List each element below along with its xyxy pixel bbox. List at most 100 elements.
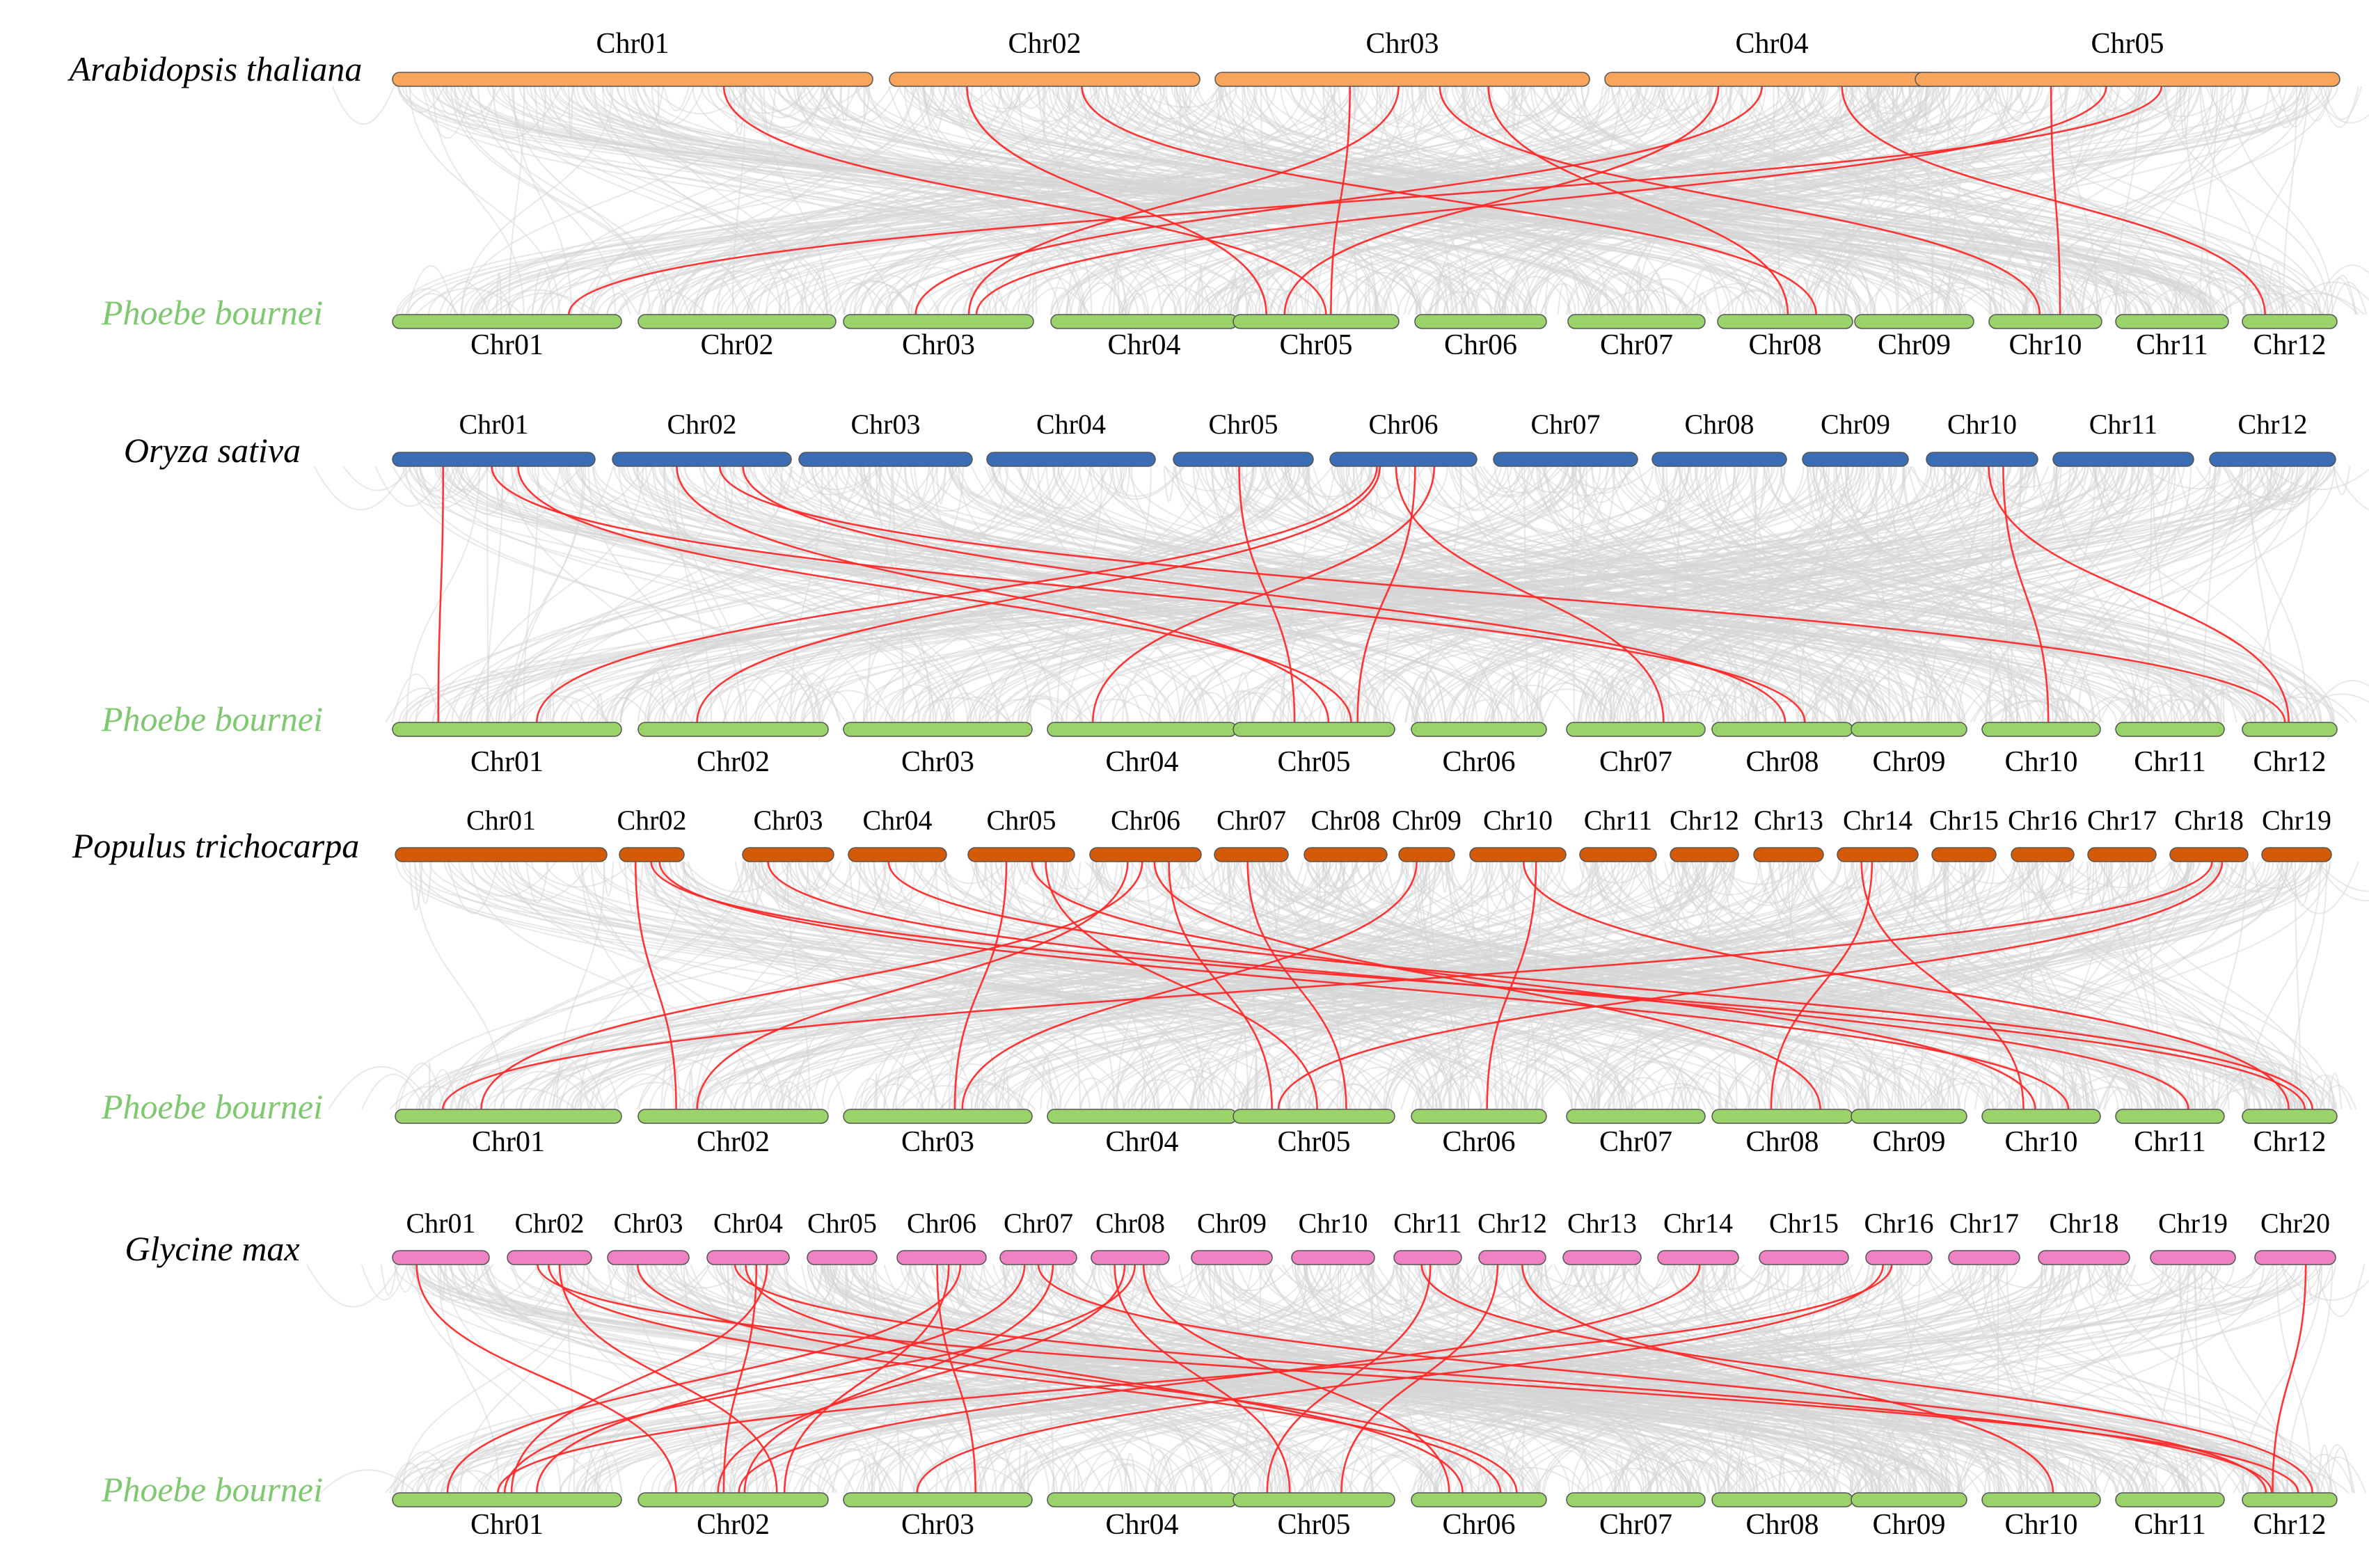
phoebe-chromosome-label: Chr04 bbox=[1106, 1509, 1179, 1541]
chromosome-bar-phoebe-bournei-chr01 bbox=[393, 1493, 621, 1507]
chromosome-bar-phoebe-bournei-chr09 bbox=[1855, 315, 1974, 328]
chromosome-bar-populus-trichocarpa-chr17 bbox=[2088, 848, 2156, 862]
chromosome-bar-glycine-max-chr09 bbox=[1191, 1251, 1272, 1265]
phoebe-chromosome-label: Chr10 bbox=[2005, 1126, 2078, 1158]
chromosome-bar-phoebe-bournei-chr06 bbox=[1415, 315, 1546, 328]
chromosome-bar-populus-trichocarpa-chr03 bbox=[743, 848, 834, 862]
species-label-glycine-max: Glycine max bbox=[125, 1229, 299, 1268]
chromosome-bar-phoebe-bournei-chr04 bbox=[1047, 1109, 1237, 1123]
chromosome-bar-populus-trichocarpa-chr12 bbox=[1670, 848, 1738, 862]
top-chromosome-label: Chr01 bbox=[596, 28, 670, 60]
phoebe-chromosome-label: Chr08 bbox=[1746, 1126, 1819, 1158]
background-links-panel-1 bbox=[333, 86, 2369, 315]
background-link bbox=[863, 1458, 872, 1493]
chromosome-bar-phoebe-bournei-chr02 bbox=[638, 315, 836, 328]
background-link bbox=[1209, 1265, 1276, 1301]
phoebe-chromosome-label: Chr02 bbox=[701, 329, 774, 361]
top-chromosome-label: Chr06 bbox=[907, 1207, 976, 1239]
phoebe-chromosome-label: Chr06 bbox=[1444, 329, 1517, 361]
species-label-oryza-sativa: Oryza sativa bbox=[124, 431, 301, 470]
chromosome-bar-oryza-sativa-chr11 bbox=[2053, 452, 2194, 466]
background-link bbox=[2210, 86, 2249, 126]
chromosome-bar-phoebe-bournei-chr04 bbox=[1047, 1493, 1237, 1507]
chromosome-bar-phoebe-bournei-chr07 bbox=[1567, 1493, 1705, 1507]
chromosome-bar-populus-trichocarpa-chr19 bbox=[2262, 848, 2331, 862]
phoebe-chromosome-label: Chr03 bbox=[902, 329, 975, 361]
phoebe-chromosome-label: Chr12 bbox=[2253, 746, 2327, 778]
chromosome-bar-populus-trichocarpa-chr14 bbox=[1837, 848, 1918, 862]
top-chromosome-label: Chr05 bbox=[1209, 409, 1278, 440]
background-link bbox=[2260, 1453, 2261, 1493]
phoebe-chromosome-label: Chr12 bbox=[2253, 1126, 2327, 1158]
top-chromosome-label: Chr17 bbox=[1949, 1207, 2019, 1239]
chromosome-bar-phoebe-bournei-chr07 bbox=[1568, 315, 1705, 328]
phoebe-chromosome-label: Chr02 bbox=[697, 746, 770, 778]
background-link bbox=[1043, 86, 1045, 138]
background-link bbox=[733, 1265, 734, 1303]
top-chromosome-label: Chr10 bbox=[1299, 1207, 1368, 1239]
species-label-phoebe-bournei: Phoebe bournei bbox=[101, 699, 323, 738]
top-chromosome-label: Chr12 bbox=[1670, 805, 1739, 836]
phoebe-chromosome-label: Chr05 bbox=[1278, 1509, 1351, 1541]
chromosome-bar-phoebe-bournei-chr05 bbox=[1233, 1493, 1395, 1507]
chromosome-bar-glycine-max-chr15 bbox=[1759, 1251, 1848, 1265]
phoebe-chromosome-label: Chr04 bbox=[1108, 329, 1181, 361]
chromosome-bar-phoebe-bournei-chr09 bbox=[1851, 1109, 1967, 1123]
top-chromosome-label: Chr12 bbox=[1477, 1207, 1547, 1239]
chromosome-bar-phoebe-bournei-chr11 bbox=[2116, 1109, 2224, 1123]
chromosome-bar-oryza-sativa-chr01 bbox=[393, 452, 595, 466]
background-links-panel-2 bbox=[314, 466, 2369, 722]
chromosome-bar-glycine-max-chr07 bbox=[1000, 1251, 1077, 1265]
background-link bbox=[381, 1265, 397, 1295]
phoebe-chromosome-label: Chr05 bbox=[1278, 1126, 1351, 1158]
top-chromosome-label: Chr08 bbox=[1685, 409, 1754, 440]
chromosome-bar-populus-trichocarpa-chr08 bbox=[1304, 848, 1387, 862]
chromosome-bar-oryza-sativa-chr09 bbox=[1802, 452, 1908, 466]
chromosome-bar-glycine-max-chr19 bbox=[2150, 1251, 2235, 1265]
chromosome-bar-populus-trichocarpa-chr16 bbox=[2011, 848, 2074, 862]
chromosome-bar-glycine-max-chr17 bbox=[1949, 1251, 2020, 1265]
phoebe-chromosome-label: Chr05 bbox=[1278, 746, 1351, 778]
species-label-phoebe-bournei: Phoebe bournei bbox=[101, 293, 323, 332]
chromosome-bar-glycine-max-chr05 bbox=[807, 1251, 877, 1265]
chromosome-bar-phoebe-bournei-chr02 bbox=[638, 1493, 828, 1507]
phoebe-chromosome-label: Chr09 bbox=[1873, 1126, 1946, 1158]
chromosome-bar-oryza-sativa-chr06 bbox=[1330, 452, 1477, 466]
phoebe-chromosome-label: Chr11 bbox=[2134, 746, 2205, 778]
chromosome-bar-populus-trichocarpa-chr09 bbox=[1399, 848, 1455, 862]
phoebe-chromosome-label: Chr08 bbox=[1746, 1509, 1819, 1541]
chromosome-bar-glycine-max-chr12 bbox=[1479, 1251, 1546, 1265]
chromosome-bar-glycine-max-chr06 bbox=[897, 1251, 986, 1265]
phoebe-chromosome-label: Chr03 bbox=[901, 1126, 974, 1158]
phoebe-chromosome-label: Chr04 bbox=[1106, 1126, 1179, 1158]
species-label-arabidopsis-thaliana: Arabidopsis thaliana bbox=[68, 49, 363, 88]
phoebe-chromosome-label: Chr07 bbox=[1599, 746, 1672, 778]
top-chromosome-label: Chr07 bbox=[1004, 1207, 1073, 1239]
chromosome-bar-glycine-max-chr20 bbox=[2255, 1251, 2336, 1265]
chromosome-bar-phoebe-bournei-chr01 bbox=[393, 722, 621, 736]
phoebe-chromosome-label: Chr12 bbox=[2253, 329, 2327, 361]
background-link bbox=[1598, 1070, 1599, 1109]
top-chromosome-label: Chr20 bbox=[2260, 1207, 2330, 1239]
chromosome-bar-phoebe-bournei-chr08 bbox=[1712, 1109, 1853, 1123]
top-chromosome-label: Chr06 bbox=[1369, 409, 1439, 440]
chromosome-bar-oryza-sativa-chr08 bbox=[1652, 452, 1786, 466]
chromosome-bar-populus-trichocarpa-chr05 bbox=[968, 848, 1075, 862]
chromosome-bar-oryza-sativa-chr07 bbox=[1494, 452, 1638, 466]
top-chromosome-label: Chr15 bbox=[1929, 805, 1999, 836]
phoebe-chromosome-label: Chr06 bbox=[1443, 1126, 1516, 1158]
chromosome-bar-oryza-sativa-chr05 bbox=[1173, 452, 1313, 466]
chromosome-bar-arabidopsis-thaliana-chr02 bbox=[889, 72, 1200, 86]
chromosome-bar-phoebe-bournei-chr12 bbox=[2242, 1493, 2337, 1507]
phoebe-chromosome-label: Chr12 bbox=[2253, 1509, 2327, 1541]
chromosome-bar-populus-trichocarpa-chr15 bbox=[1932, 848, 1996, 862]
background-link bbox=[2000, 1472, 2002, 1493]
top-chromosome-label: Chr03 bbox=[1366, 28, 1439, 60]
top-chromosome-label: Chr06 bbox=[1111, 805, 1180, 836]
top-chromosome-label: Chr03 bbox=[851, 409, 921, 440]
phoebe-chromosome-label: Chr01 bbox=[470, 1509, 544, 1541]
top-chromosome-label: Chr10 bbox=[1483, 805, 1553, 836]
chromosome-bar-glycine-max-chr08 bbox=[1091, 1251, 1169, 1265]
top-chromosome-label: Chr01 bbox=[459, 409, 529, 440]
